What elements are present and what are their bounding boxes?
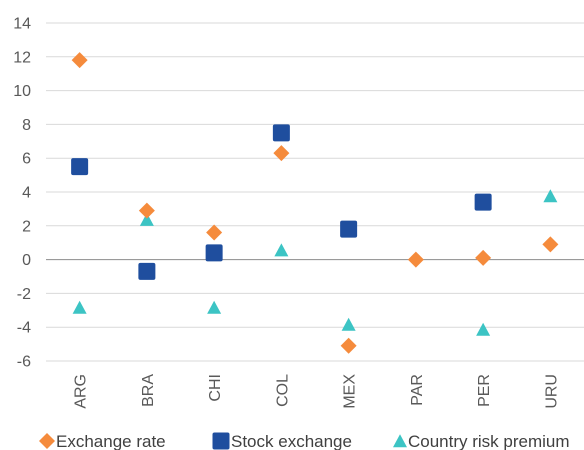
square-point	[205, 244, 223, 262]
legend-triangle-icon	[393, 434, 407, 448]
axes: -6 -4 -2 0 2 4 6 8 10 12 14 ARG BRA CHI COL MEX PAR PER UR…	[13, 16, 560, 409]
square-point	[138, 262, 156, 280]
triangle-point	[543, 189, 558, 203]
y-tick-label: 10	[13, 83, 31, 100]
triangle-point	[139, 212, 154, 226]
diamond-point	[475, 249, 492, 266]
y-tick-label: 14	[13, 16, 31, 33]
x-tick-label: PAR	[409, 374, 426, 406]
x-tick-label: BRA	[140, 374, 157, 407]
y-tick-label: -4	[17, 320, 31, 337]
data-marks	[71, 52, 559, 354]
y-tick-label: 12	[13, 49, 31, 66]
triangle-point	[341, 317, 356, 331]
y-tick-label: 8	[22, 117, 31, 134]
x-tick-label: ARG	[73, 374, 90, 409]
x-tick-label: MEX	[342, 374, 359, 409]
square-point	[474, 193, 492, 211]
series-exchange-rate	[71, 52, 559, 354]
diamond-point	[273, 145, 290, 162]
series-country-risk-premium	[72, 189, 558, 336]
y-tick-label: -6	[17, 354, 31, 371]
legend-item: Stock exchange	[212, 432, 352, 450]
y-tick-label: 4	[22, 185, 31, 202]
x-tick-label: CHI	[207, 374, 224, 402]
x-tick-label: URU	[543, 374, 560, 409]
diamond-point	[407, 251, 424, 268]
x-tick-label: COL	[274, 374, 291, 407]
legend: Exchange rate Stock exchange Country risk …	[39, 432, 570, 450]
x-tick-label: PER	[476, 374, 493, 407]
diamond-point	[340, 337, 357, 354]
diamond-point	[206, 224, 223, 241]
diamond-point	[71, 52, 88, 69]
triangle-point	[207, 300, 222, 314]
square-point	[71, 158, 89, 176]
series-stock-exchange	[71, 124, 492, 280]
y-tick-label: -2	[17, 286, 31, 303]
gridlines	[46, 22, 584, 362]
square-point	[340, 220, 358, 238]
legend-label: Stock exchange	[231, 432, 352, 450]
triangle-point	[274, 243, 289, 257]
legend-label: Country risk premium	[408, 432, 570, 450]
legend-item: Country risk premium	[393, 432, 570, 450]
triangle-point	[476, 322, 491, 336]
legend-label: Exchange rate	[56, 432, 166, 450]
legend-diamond-icon	[39, 433, 55, 449]
y-tick-label: 6	[22, 151, 31, 168]
square-point	[272, 124, 290, 142]
y-tick-label: 0	[22, 252, 31, 269]
legend-square-icon	[212, 432, 230, 450]
triangle-point	[72, 300, 87, 314]
y-tick-label: 2	[22, 218, 31, 235]
legend-item: Exchange rate	[39, 432, 166, 450]
diamond-point	[542, 236, 559, 253]
diamond-point	[138, 202, 155, 219]
